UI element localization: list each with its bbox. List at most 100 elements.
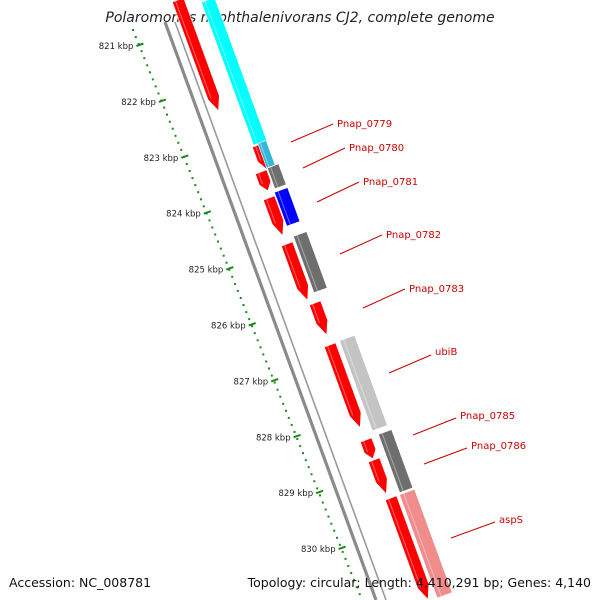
gene-label[interactable]: Pnap_0779 [337,119,392,130]
gene-label[interactable]: Pnap_0783 [409,284,464,295]
ruler-dot [180,148,183,151]
ruler-dot [259,346,262,349]
ruler-dot [313,480,316,483]
ruler-dot [225,261,228,264]
ruler-dot [333,529,336,532]
gene-leader-line [316,181,360,203]
feature-blue [274,187,301,227]
ruler-dot [293,431,296,433]
gene-leader-line [450,521,496,539]
ruler-dot [327,515,330,518]
cds-arrow-3 [255,169,272,192]
ruler-dot [151,78,154,81]
gene-leader-line [362,288,406,309]
cds-arrow-9 [368,457,388,495]
ruler-dot [197,191,200,194]
ruler-dot [214,233,217,236]
scale-tick [158,98,167,103]
ruler-dot [338,543,341,546]
ruler-dot [174,134,177,137]
ruler-dot [168,120,171,123]
ruler-dot [290,423,293,426]
ruler-dot [245,311,248,314]
map-title: Polaromonas naphthalenivorans CJ2, compl… [105,10,494,26]
ruler-dot [208,219,211,222]
gene-labels: Pnap_0779 Pnap_0780 Pnap_0781 Pnap_0782 Pnap… [290,119,526,539]
ruler-dot [330,522,333,525]
ruler-dot [231,275,234,278]
ruler-dot [282,402,285,405]
ruler-dot [336,536,338,539]
ruler-dot [242,304,245,306]
scale-ruler: 821 kbp 822 kbp 823 kbp 824 kbp 825 kbp 826 k… [99,29,361,596]
gene-label[interactable]: Pnap_0785 [460,411,515,422]
ruler-dot [228,268,231,271]
ruler-dot [188,170,191,172]
ruler-dot [191,177,194,180]
ruler-dot [350,572,353,574]
scale-tick-label: 822 kbp [121,98,156,108]
scale-tick [203,210,212,215]
cds-arrow-8 [360,437,377,460]
gene-label[interactable]: Pnap_0782 [386,230,441,241]
scale-tick-label: 826 kbp [211,322,246,332]
ruler-dot [222,254,225,257]
ruler-dot [299,445,302,448]
ruler-dot [358,593,361,596]
ruler-dot [256,339,259,342]
ruler-dot [140,50,143,53]
scale-tick [270,377,279,383]
ruler-dot [270,374,273,377]
ruler-dot [285,409,287,412]
ruler-dot [321,501,324,504]
ruler-dot [185,163,188,165]
ruler-dot [344,557,347,560]
ruler-dot [265,360,268,363]
feature-pink [399,488,453,599]
cds-arrow-5 [281,241,309,302]
ruler-dot [211,226,214,229]
scale-tick-label: 823 kbp [144,154,179,164]
gene-label[interactable]: ubiB [435,347,457,358]
ruler-dot [137,43,140,46]
feature-gray-1 [267,163,287,190]
ruler-dot [302,452,304,455]
ruler-dot [163,106,166,109]
scale-tick-label: 821 kbp [99,42,134,52]
scale-tick-label: 825 kbp [189,266,224,276]
gene-leader-line [302,147,346,169]
cds-arrow-4 [263,195,284,237]
backbone [163,21,387,600]
ruler-dot [248,318,251,321]
scale-tick-label: 828 kbp [256,433,291,443]
gene-label[interactable]: Pnap_0786 [471,441,526,452]
scale-tick-label: 827 kbp [234,377,269,387]
gene-leader-line [290,123,334,143]
ruler-dot [217,240,219,243]
gene-label[interactable]: Pnap_0781 [363,177,418,188]
scale-tick [225,266,234,271]
scale-tick [293,433,301,439]
ruler-dot [296,438,299,440]
gene-leader-line [388,354,432,374]
gene-label[interactable]: aspS [499,515,523,526]
ruler-dot [310,473,313,476]
gene-leader-line [412,417,457,436]
ruler-dot [341,550,344,553]
scale-tick [248,322,257,327]
cds-arrow-1 [172,0,220,112]
feature-track [172,0,453,600]
scale-tick [180,154,189,159]
scale-tick [136,42,144,47]
ruler-dot [319,494,321,497]
ruler-dot [251,325,253,328]
gene-label[interactable]: Pnap_0780 [349,143,404,154]
ruler-dot [157,92,160,95]
ruler-dot [347,565,350,567]
ruler-dot [287,416,290,419]
accession-text: Accession: NC_008781 [9,575,151,590]
scale-tick [338,545,346,551]
ruler-dot [353,579,355,582]
scale-tick-label: 824 kbp [166,210,201,220]
